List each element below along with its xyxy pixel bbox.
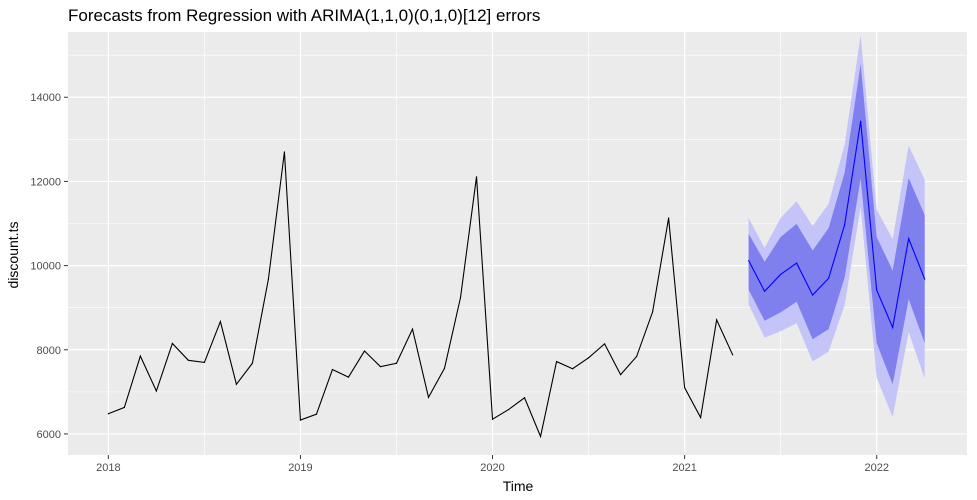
history-point — [716, 319, 718, 321]
forecast-point — [747, 259, 750, 262]
history-point — [235, 383, 238, 385]
history-point — [171, 342, 173, 345]
history-point — [523, 397, 526, 399]
forecast-point — [780, 273, 782, 276]
forecast-point — [796, 262, 798, 264]
history-point — [379, 366, 382, 368]
y-tick-label: 14000 — [30, 92, 61, 104]
history-point — [251, 362, 254, 364]
history-point — [427, 396, 430, 398]
history-point — [732, 354, 734, 356]
chart-title: Forecasts from Regression with ARIMA(1,1… — [68, 6, 541, 25]
history-point — [123, 406, 125, 409]
history-point — [187, 359, 189, 361]
history-point — [684, 387, 686, 389]
history-point — [459, 296, 462, 299]
y-axis: 6000 8000 10000 12000 14000 — [30, 92, 68, 441]
history-point — [283, 151, 286, 153]
x-tick-label: 2022 — [864, 462, 888, 474]
grid-minor — [68, 32, 967, 455]
history-point — [635, 355, 638, 358]
forecast-point — [892, 326, 894, 329]
history-point — [347, 376, 350, 378]
history-point — [603, 343, 606, 345]
forecast-mean-line — [748, 121, 926, 330]
y-tick-label: 6000 — [37, 429, 61, 441]
history-point — [299, 419, 302, 421]
forecast-point — [763, 290, 766, 292]
history-point — [619, 374, 622, 376]
history-point — [539, 435, 542, 438]
forecast-point — [812, 294, 814, 296]
forecast-point — [860, 120, 862, 122]
y-tick-label: 12000 — [30, 176, 61, 188]
x-axis: 2018 2019 2020 2021 2022 — [96, 455, 889, 474]
history-point — [363, 350, 366, 352]
history-point — [700, 416, 702, 419]
history-point — [203, 361, 205, 364]
history-point — [107, 413, 109, 415]
history-line — [108, 151, 734, 439]
history-point — [475, 176, 478, 178]
history-point — [507, 408, 510, 411]
x-tick-label: 2019 — [288, 462, 312, 474]
forecast-point — [924, 278, 926, 280]
history-point — [652, 311, 654, 313]
history-point — [139, 355, 141, 357]
history-point — [411, 328, 414, 330]
history-point — [668, 217, 670, 219]
history-point — [443, 367, 446, 369]
forecast-point — [828, 277, 830, 279]
x-tick-label: 2018 — [96, 462, 120, 474]
history-point — [155, 390, 157, 392]
history-point — [331, 368, 334, 371]
series-lines — [108, 121, 926, 439]
history-point — [491, 418, 494, 420]
data-points — [107, 120, 926, 438]
x-axis-title: Time — [503, 478, 534, 494]
history-point — [315, 413, 318, 415]
history-point — [395, 362, 398, 364]
y-tick-label: 10000 — [30, 261, 61, 273]
y-tick-label: 8000 — [37, 345, 61, 357]
history-point — [219, 320, 221, 323]
x-tick-label: 2021 — [672, 462, 696, 474]
forecast-point — [844, 224, 846, 226]
y-axis-title: discount.ts — [5, 222, 21, 289]
history-point — [555, 360, 558, 363]
forecast-point — [876, 289, 878, 291]
history-point — [587, 357, 590, 359]
x-tick-label: 2020 — [480, 462, 504, 474]
history-point — [571, 368, 574, 370]
forecast-point — [908, 238, 910, 240]
history-point — [267, 278, 270, 280]
prediction-bands — [748, 35, 925, 418]
band-80 — [748, 63, 925, 385]
